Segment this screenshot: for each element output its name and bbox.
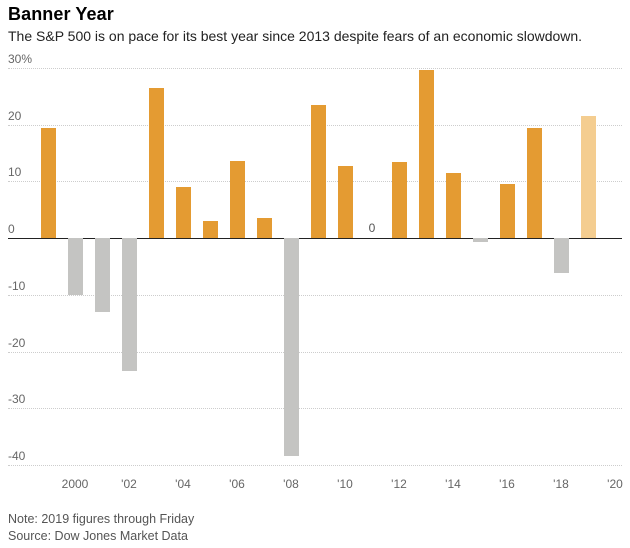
x-tick-label-2012: '12	[391, 477, 407, 491]
gridline--40	[8, 465, 622, 466]
y-tick-label--10: -10	[8, 278, 26, 293]
x-tick-label-2006: '06	[229, 477, 245, 491]
bar-2006	[229, 161, 245, 239]
x-tick-label-2004: '04	[175, 477, 191, 491]
zero-axis-line	[8, 238, 622, 240]
gridline--20	[8, 351, 622, 353]
gridline--30	[8, 408, 622, 410]
bar-2004	[175, 187, 191, 239]
bar-1999	[40, 127, 56, 239]
y-tick-label-30: 30%	[8, 51, 33, 66]
chart-source: Source: Dow Jones Market Data	[8, 529, 188, 543]
bar-2007	[256, 218, 272, 239]
y-tick-label--20: -20	[8, 335, 26, 350]
bar-2019	[580, 116, 596, 239]
bar-2014	[445, 173, 461, 239]
x-tick-label-2016: '16	[499, 477, 515, 491]
y-tick-label-10: 10	[8, 165, 22, 180]
x-tick-label-2020: '20	[607, 477, 623, 491]
bar-2013	[418, 70, 434, 239]
bar-2017	[526, 128, 542, 239]
bar-2010	[337, 165, 353, 239]
bar-2008	[283, 238, 299, 457]
y-tick-label-0: 0	[8, 222, 15, 237]
y-tick-label--40: -40	[8, 448, 26, 463]
bar-2003	[148, 88, 164, 239]
y-tick-label-20: 20	[8, 108, 22, 123]
bar-2001	[94, 238, 110, 312]
x-tick-label-2002: '02	[121, 477, 137, 491]
chart-title: Banner Year	[8, 4, 114, 24]
x-tick-label-2000: 2000	[61, 477, 89, 491]
plot-area: 30% 20 10 0 -10 -20 -30 -40 2000 '02 '04 '06 '08 '10 '…	[8, 52, 623, 491]
x-tick-label-2014: '14	[445, 477, 461, 491]
bar-2018	[553, 238, 569, 274]
chart-subtitle: The S&P 500 is on pace for its best year…	[8, 28, 583, 44]
y-tick-label--30: -30	[8, 392, 26, 407]
bar-2002	[121, 238, 137, 371]
x-tick-label-2018: '18	[553, 477, 569, 491]
chart-note: Note: 2019 figures through Friday	[8, 512, 195, 526]
x-tick-label-2008: '08	[283, 477, 299, 491]
gridline--10	[8, 294, 622, 296]
bar-2009	[310, 104, 326, 239]
bar-2016	[499, 184, 515, 239]
bar-2015	[472, 238, 488, 243]
bar-2000	[67, 238, 83, 296]
gridline-30	[8, 68, 622, 69]
x-tick-label-2010: '10	[337, 477, 353, 491]
bar-2005	[202, 221, 218, 239]
zero-value-annotation: 0	[368, 221, 376, 236]
bar-2012	[391, 162, 407, 239]
